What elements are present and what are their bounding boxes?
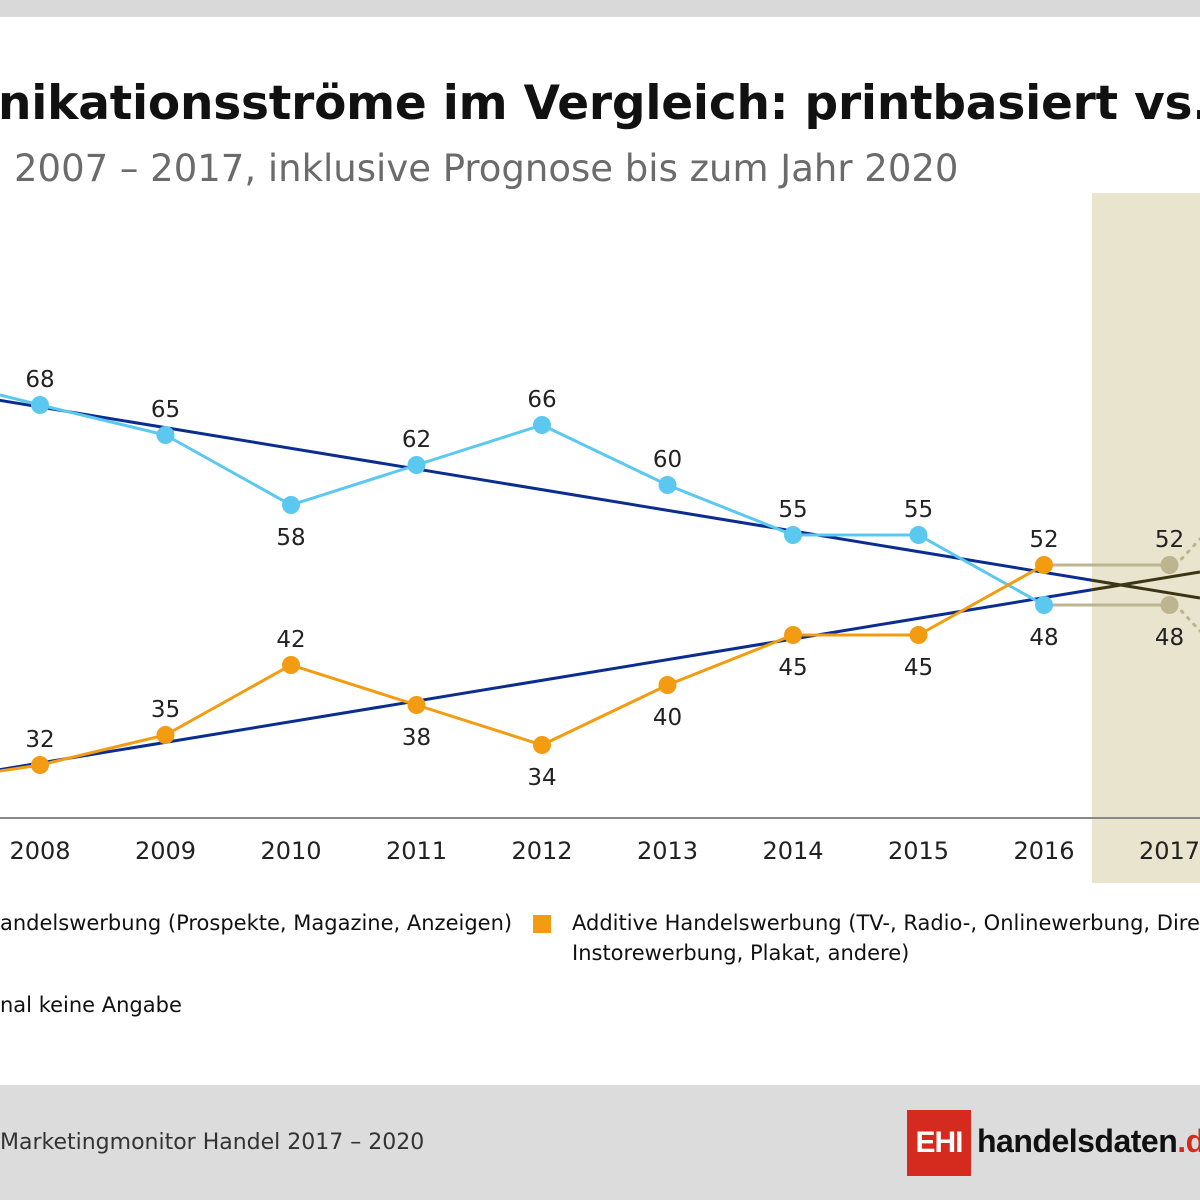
additive-data-label: 32 [25, 727, 54, 753]
print-data-label: 66 [527, 387, 556, 413]
print-marker [533, 416, 551, 434]
additive-data-label: 40 [653, 705, 682, 731]
additive-data-label: 34 [527, 765, 556, 791]
additive-marker [909, 626, 928, 644]
print-data-label: 48 [1155, 625, 1184, 651]
print-marker [282, 496, 300, 514]
x-tick-label: 2010 [260, 837, 321, 865]
x-tick-label: 2014 [762, 837, 823, 865]
print-data-label: 48 [1029, 625, 1058, 651]
x-tick-label: 2013 [637, 837, 698, 865]
print-data-label: 58 [276, 525, 305, 551]
x-tick-label: 2016 [1013, 837, 1074, 865]
ehi-logo-box: EHI [907, 1110, 971, 1176]
forecast-band [1092, 193, 1200, 883]
additive-marker [1160, 556, 1179, 574]
additive-trend-line [0, 588, 1093, 772]
ehi-logo-text: handelsdaten.de [977, 1123, 1200, 1159]
additive-marker [658, 676, 677, 694]
print-data-label: 62 [402, 427, 431, 453]
x-tick-label: 2011 [386, 837, 447, 865]
legend-label-additive-1: Additive Handelswerbung (TV-, Radio-, On… [572, 911, 1200, 935]
additive-marker [156, 726, 175, 744]
additive-marker [31, 756, 49, 774]
legend-label-print: andelswerbung (Prospekte, Magazine, Anze… [0, 911, 513, 935]
print-forecast-trend-line [1091, 578, 1200, 600]
additive-line [0, 563, 1045, 773]
print-marker [1160, 596, 1179, 614]
x-tick-label: 2012 [511, 837, 572, 865]
footer-bar [0, 1085, 1200, 1200]
additive-data-label: 38 [402, 725, 431, 751]
additive-data-label: 42 [276, 627, 305, 653]
additive-forecast-trend-line [1091, 570, 1200, 592]
print-marker [909, 526, 928, 544]
additive-marker [282, 656, 300, 674]
additive-data-label: 52 [1029, 527, 1058, 553]
additive-data-label: 52 [1155, 527, 1184, 553]
legend-note: nal keine Angabe [0, 993, 182, 1017]
print-marker [658, 476, 677, 494]
additive-marker [1035, 556, 1053, 574]
x-tick-label: 2009 [135, 837, 196, 865]
line-chart: 2008 2009 2010 2011 2012 2013 2014 2015 2016 2017… [0, 193, 1200, 883]
print-marker [784, 526, 802, 544]
print-data-label: 55 [904, 497, 933, 523]
legend-swatch-additive [533, 915, 551, 933]
x-tick-label: 2015 [888, 837, 949, 865]
source-text: Marketingmonitor Handel 2017 – 2020 [0, 1130, 425, 1155]
x-tick-label: 2008 [9, 837, 70, 865]
print-marker [31, 396, 49, 414]
additive-data-label: 45 [904, 655, 933, 681]
print-line [0, 393, 1045, 607]
print-marker [156, 426, 175, 444]
chart-title: nikationsströme im Vergleich: printbasie… [0, 76, 1200, 131]
print-data-label: 68 [25, 367, 54, 393]
top-bar [0, 0, 1200, 17]
additive-data-label: 35 [151, 697, 180, 723]
x-tick-label: 2017 [1139, 837, 1200, 865]
chart-subtitle: 2007 – 2017, inklusive Prognose bis zum … [14, 147, 959, 190]
additive-marker [533, 736, 551, 754]
additive-marker [784, 626, 802, 644]
print-trend-line [0, 398, 1093, 582]
additive-data-label: 45 [778, 655, 807, 681]
additive-marker [407, 696, 426, 714]
print-data-label: 60 [653, 447, 682, 473]
print-data-label: 65 [151, 397, 180, 423]
print-marker [407, 456, 426, 474]
ehi-logo[interactable]: EHI handelsdaten.de [907, 1110, 1200, 1176]
print-marker [1035, 596, 1053, 614]
print-data-label: 55 [778, 497, 807, 523]
legend-label-additive-2: Instorewerbung, Plakat, andere) [572, 941, 910, 965]
